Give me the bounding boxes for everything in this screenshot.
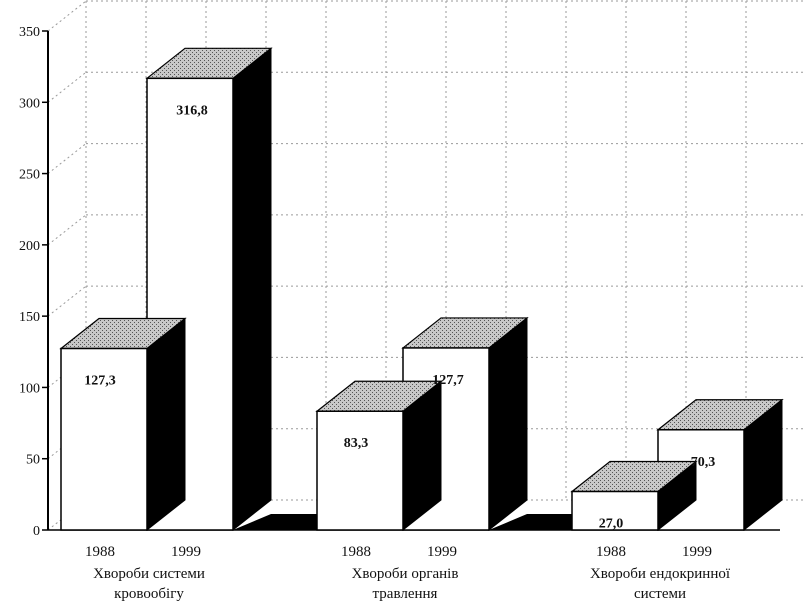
- gridline-wall: [47, 285, 87, 317]
- y-tick-label: 250: [19, 168, 40, 183]
- year-label: 1988: [341, 544, 371, 560]
- bar: [571, 490, 659, 531]
- labels: 316,8 1999 127,3 1988 Хвороби системи кровооб…: [84, 103, 731, 602]
- y-tick-label: 350: [19, 25, 40, 40]
- year-label: 1988: [596, 544, 626, 560]
- category-label: травлення: [373, 586, 438, 602]
- bar-value-label: 27,0: [599, 517, 624, 532]
- category-label: Хвороби ендокринної: [590, 566, 731, 582]
- y-tick-label: 200: [19, 239, 40, 254]
- category-label: системи: [634, 586, 686, 602]
- bar: [60, 347, 148, 531]
- y-tick-label: 50: [26, 453, 40, 468]
- y-tick-label: 100: [19, 381, 40, 396]
- bar-side: [488, 316, 528, 532]
- bar-value-label: 83,3: [344, 436, 369, 451]
- gridline-wall: [47, 71, 87, 103]
- y-tick-label: 300: [19, 96, 40, 111]
- gridline-wall: [47, 214, 87, 246]
- bar-value-label: 316,8: [176, 103, 208, 118]
- bar-side: [146, 317, 186, 532]
- bar: [316, 410, 404, 531]
- bar-value-label: 127,7: [432, 373, 464, 388]
- category-label: Хвороби системи: [93, 566, 205, 582]
- y-tick-label: 150: [19, 310, 40, 325]
- category-label: кровообігу: [114, 586, 184, 602]
- year-label: 1999: [427, 544, 457, 560]
- bar-side: [232, 47, 272, 532]
- y-tick-label: 0: [33, 524, 40, 539]
- year-label: 1999: [171, 544, 201, 560]
- year-label: 1988: [85, 544, 115, 560]
- bar-value-label: 127,3: [84, 374, 116, 389]
- bar-value-label: 70,3: [691, 455, 716, 470]
- gridline-wall: [47, 0, 87, 32]
- category-label: Хвороби органів: [352, 566, 459, 582]
- bars: [59, 47, 784, 532]
- gridline-wall: [47, 143, 87, 174]
- year-label: 1999: [682, 544, 712, 560]
